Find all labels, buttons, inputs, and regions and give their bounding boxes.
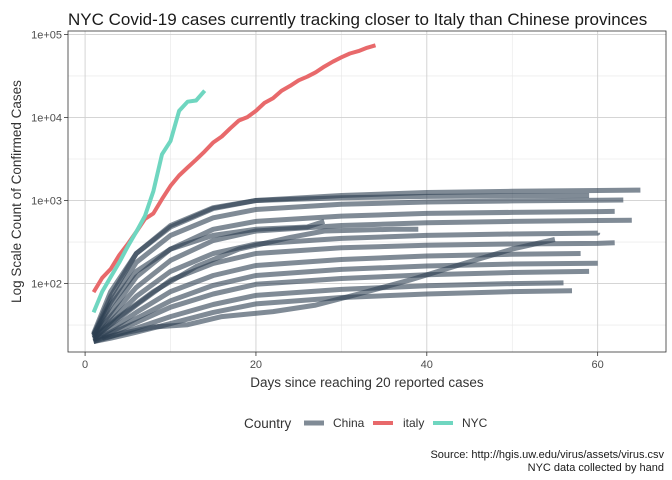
legend-label-nyc: NYC (462, 416, 488, 430)
series-line-china (91, 208, 615, 339)
x-tick-label: 40 (421, 359, 433, 371)
legend-label-china: China (333, 416, 365, 430)
legend-title: Country (244, 416, 292, 431)
series-line-nyc (91, 89, 207, 314)
series-line-china (91, 197, 624, 337)
legend-label-italy: italy (403, 416, 424, 430)
x-tick-label: 60 (592, 359, 604, 371)
y-tick-label: 1e+05 (31, 29, 62, 41)
x-tick-label: 0 (82, 359, 88, 371)
series-line-china (101, 236, 556, 341)
y-tick-label: 1e+04 (31, 112, 62, 124)
chart-title: NYC Covid-19 cases currently tracking cl… (68, 10, 647, 29)
y-tick-label: 1e+02 (31, 279, 62, 291)
axes: 0 20 40 60 1e+02 1e+03 1e+04 1e+05 (31, 29, 604, 371)
series-line-china (91, 219, 326, 337)
caption-source: Source: http://hgis.uw.edu/virus/assets/… (430, 449, 664, 461)
series-line-china (91, 193, 590, 337)
plot-panel (67, 30, 667, 353)
x-axis-title: Days since reaching 20 reported cases (250, 375, 484, 390)
series-layer (91, 43, 641, 345)
caption-note: NYC data collected by hand (528, 462, 664, 474)
legend: Country China italy NYC (244, 416, 488, 431)
series-line-china (91, 226, 419, 341)
series-line-china (92, 251, 581, 343)
x-tick-label: 20 (250, 359, 262, 371)
y-tick-label: 1e+03 (31, 196, 62, 208)
series-line-china (92, 268, 590, 344)
y-axis-title: Log Scale Count of Confirmed Cases (9, 80, 24, 303)
